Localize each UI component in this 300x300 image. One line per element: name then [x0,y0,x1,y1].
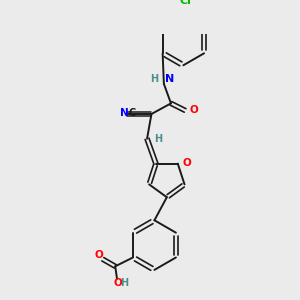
Text: C: C [128,108,136,118]
Text: O: O [113,278,122,288]
Text: Cl: Cl [179,0,191,6]
Text: H: H [154,134,162,144]
Text: O: O [190,105,198,116]
Text: O: O [95,250,104,260]
Text: N: N [120,108,128,118]
Text: O: O [182,158,191,168]
Text: N: N [165,74,174,84]
Text: H: H [150,74,159,84]
Text: H: H [120,278,128,288]
